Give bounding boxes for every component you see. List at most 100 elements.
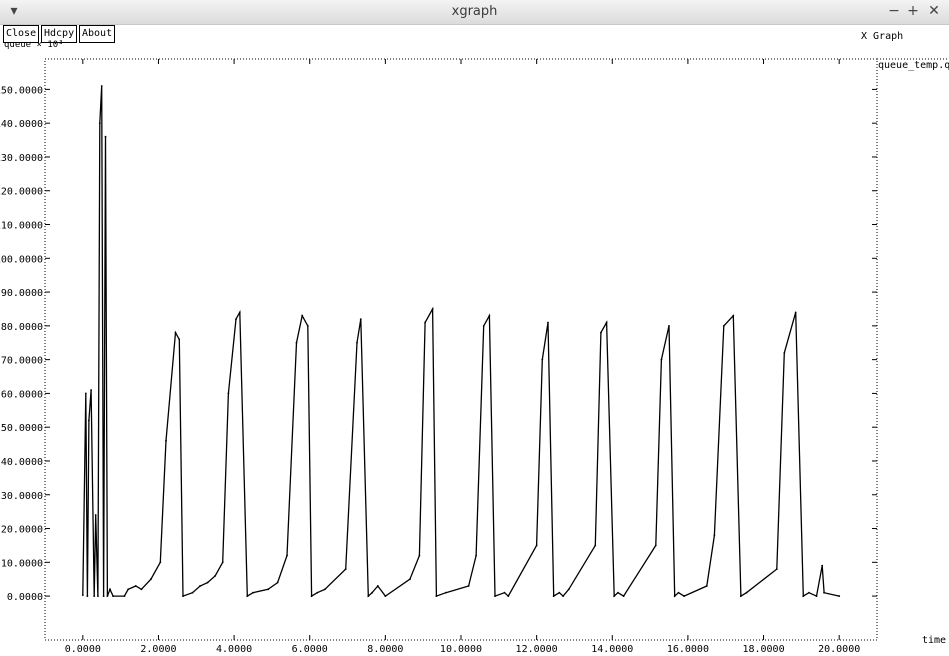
window-titlebar[interactable]: ▾ xgraph − + ✕: [0, 0, 949, 25]
data-point: [310, 595, 313, 597]
data-point: [191, 591, 194, 594]
data-point: [127, 588, 130, 591]
data-point: [444, 591, 447, 594]
data-point: [306, 324, 309, 327]
data-point: [617, 591, 619, 594]
x-tick-label: 14.0000: [591, 644, 633, 655]
data-point: [494, 595, 496, 597]
data-point: [535, 544, 538, 547]
data-point: [81, 594, 84, 596]
data-point: [94, 514, 97, 516]
data-point: [371, 591, 374, 594]
maximize-icon[interactable]: +: [907, 3, 919, 19]
data-point: [838, 595, 841, 597]
data-point: [488, 314, 491, 317]
window-title: xgraph: [451, 4, 498, 19]
data-point: [286, 554, 288, 557]
data-point: [613, 595, 616, 597]
hdcpy-button[interactable]: Hdcpy: [41, 25, 78, 43]
data-point: [323, 588, 326, 591]
data-point: [87, 419, 90, 422]
x-tick-label: 6.0000: [292, 644, 328, 655]
data-point: [482, 324, 485, 327]
data-point: [552, 595, 555, 597]
data-point: [106, 595, 109, 597]
data-point: [235, 318, 237, 320]
y-tick-label: 10.0000: [1, 558, 43, 569]
legend-series-name: queue_temp.q: [878, 60, 949, 71]
data-point: [673, 595, 676, 597]
data-point: [276, 581, 279, 584]
data-point: [178, 338, 181, 341]
y-tick-label: 90.0000: [1, 288, 43, 299]
about-button[interactable]: About: [79, 25, 116, 43]
y-tick-label: 120.0000: [0, 187, 43, 198]
graph-title: X Graph: [861, 31, 904, 42]
data-point: [206, 581, 209, 584]
data-point: [123, 595, 126, 597]
close-button[interactable]: Close: [3, 25, 40, 43]
data-point: [246, 595, 249, 597]
y-axis-label: queue × 10³: [4, 40, 64, 50]
x-axis-label: time: [922, 635, 947, 646]
y-tick-label: 100.0000: [0, 254, 43, 265]
data-point: [677, 591, 680, 594]
series-line: [82, 85, 840, 598]
data-point: [821, 564, 824, 567]
data-point: [567, 588, 570, 591]
data-point: [174, 331, 177, 334]
data-point: [783, 351, 786, 354]
data-point: [558, 591, 561, 594]
data-point: [668, 324, 670, 327]
data-point: [109, 588, 111, 591]
data-point: [435, 595, 438, 597]
data-point: [182, 595, 184, 597]
plot-frame: [44, 58, 878, 641]
data-point: [802, 595, 805, 597]
window-menu-icon[interactable]: ▾: [10, 3, 18, 19]
y-tick-label: 0.0000: [7, 592, 43, 603]
minimize-icon[interactable]: −: [888, 3, 900, 19]
data-point: [97, 595, 99, 597]
y-tick-label: 80.0000: [1, 322, 43, 333]
data-point: [301, 314, 304, 317]
x-tick-label: 18.0000: [742, 644, 784, 655]
data-point: [134, 585, 137, 587]
x-tick-label: 0.0000: [65, 644, 101, 655]
data-point: [622, 595, 625, 597]
data-point: [605, 321, 608, 324]
data-point: [102, 595, 105, 597]
data-point: [93, 595, 96, 597]
y-tick-label: 150.0000: [0, 85, 43, 96]
data-point: [562, 595, 565, 597]
y-tick-label: 30.0000: [1, 491, 43, 502]
data-point: [295, 341, 298, 344]
close-icon[interactable]: ✕: [928, 3, 940, 19]
y-tick-label: 130.0000: [0, 153, 43, 164]
data-point: [507, 595, 510, 597]
data-point: [238, 311, 241, 314]
data-point: [227, 392, 230, 395]
y-tick-label: 140.0000: [0, 119, 43, 130]
data-point: [98, 122, 101, 125]
data-point: [90, 389, 93, 391]
data-point: [367, 595, 370, 597]
data-point: [547, 321, 549, 324]
x-tick-label: 12.0000: [516, 644, 558, 655]
data-point: [165, 439, 167, 442]
x-tick-label: 2.0000: [140, 644, 176, 655]
data-point: [84, 392, 87, 395]
data-point: [705, 585, 708, 587]
data-point: [112, 595, 114, 597]
data-point: [149, 578, 152, 581]
data-point: [775, 568, 778, 570]
y-tick-label: 20.0000: [1, 525, 43, 536]
data-point: [808, 591, 810, 594]
data-point: [252, 591, 254, 594]
data-point: [376, 585, 379, 587]
x-tick-label: 20.0000: [818, 644, 860, 655]
data-point: [660, 358, 663, 361]
data-point: [221, 561, 224, 564]
y-tick-label: 70.0000: [1, 356, 43, 367]
data-point: [467, 585, 470, 587]
